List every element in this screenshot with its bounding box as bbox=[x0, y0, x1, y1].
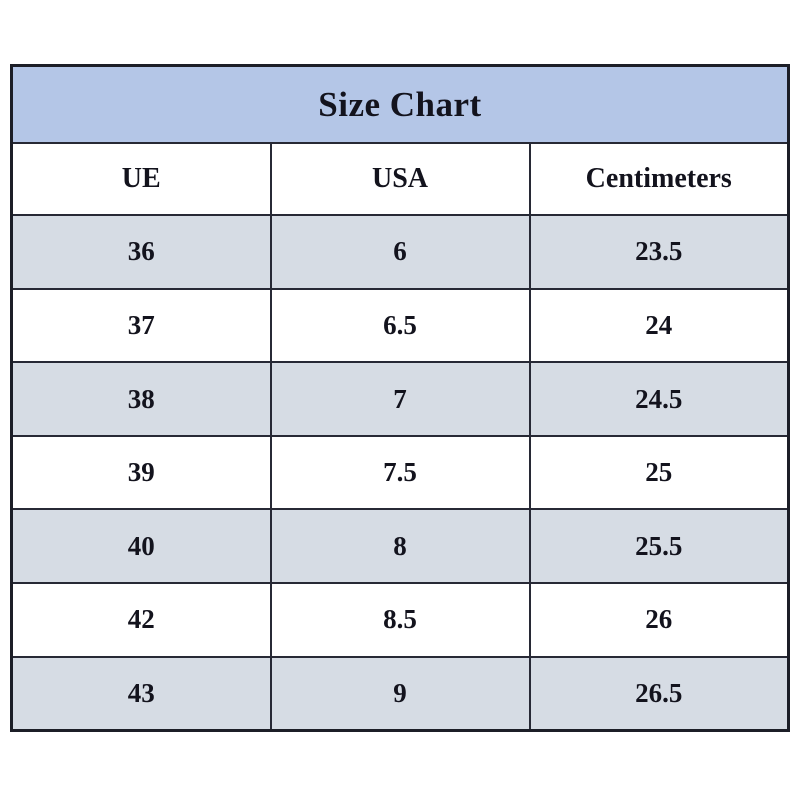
table-cell: 24.5 bbox=[528, 361, 790, 437]
table-cell: 7.5 bbox=[269, 434, 531, 511]
table-title-row: Size Chart bbox=[10, 64, 790, 145]
table-cell: 9 bbox=[269, 655, 531, 732]
table-cell: 7 bbox=[269, 361, 531, 437]
table-cell: 24 bbox=[528, 287, 790, 364]
table-cell: 8 bbox=[269, 508, 531, 585]
table-cell: 23.5 bbox=[528, 213, 790, 290]
table-row: 43 9 26.5 bbox=[10, 655, 790, 732]
table-row: 40 8 25.5 bbox=[10, 508, 790, 585]
table-title: Size Chart bbox=[10, 64, 790, 145]
table-cell: 25.5 bbox=[528, 508, 790, 585]
table-cell: 26.5 bbox=[528, 655, 790, 732]
size-chart-table: Size Chart UE USA Centimeters 36 6 23.5 … bbox=[10, 64, 790, 732]
table-row: 38 7 24.5 bbox=[10, 361, 790, 437]
table-cell: 40 bbox=[10, 508, 272, 585]
table-cell: 43 bbox=[10, 655, 272, 732]
table-cell: 38 bbox=[10, 361, 272, 437]
table-row: 36 6 23.5 bbox=[10, 213, 790, 290]
table-cell: 6.5 bbox=[269, 287, 531, 364]
table-cell: 8.5 bbox=[269, 582, 531, 658]
table-cell: 39 bbox=[10, 434, 272, 511]
table-cell: 36 bbox=[10, 213, 272, 290]
table-cell: 6 bbox=[269, 213, 531, 290]
table-row: 39 7.5 25 bbox=[10, 434, 790, 511]
column-header-centimeters: Centimeters bbox=[528, 142, 790, 216]
column-header-usa: USA bbox=[269, 142, 531, 216]
table-cell: 37 bbox=[10, 287, 272, 364]
table-row: 42 8.5 26 bbox=[10, 582, 790, 658]
size-table: Size Chart UE USA Centimeters 36 6 23.5 … bbox=[10, 64, 790, 732]
table-cell: 25 bbox=[528, 434, 790, 511]
column-header-ue: UE bbox=[10, 142, 272, 216]
table-cell: 42 bbox=[10, 582, 272, 658]
table-header-row: UE USA Centimeters bbox=[10, 142, 790, 216]
table-cell: 26 bbox=[528, 582, 790, 658]
table-row: 37 6.5 24 bbox=[10, 287, 790, 364]
